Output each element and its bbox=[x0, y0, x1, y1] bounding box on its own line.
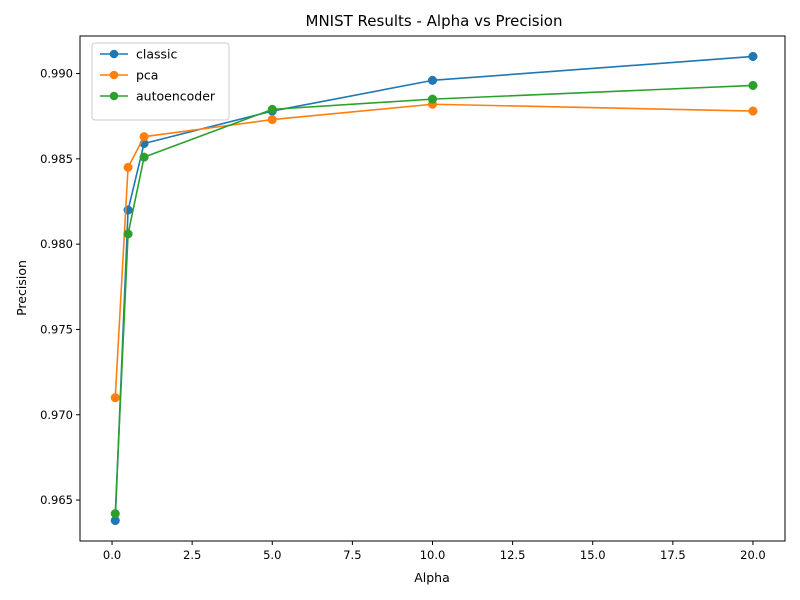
y-tick-label: 0.990 bbox=[40, 67, 73, 81]
chart-title: MNIST Results - Alpha vs Precision bbox=[306, 12, 563, 30]
data-point-autoencoder bbox=[123, 229, 133, 239]
x-tick-label: 7.5 bbox=[343, 548, 361, 562]
data-point-autoencoder bbox=[427, 94, 438, 104]
y-tick-label: 0.965 bbox=[40, 493, 73, 507]
series-line-autoencoder bbox=[114, 84, 753, 514]
y-axis: 0.965 0.970 0.975 0.980 0.985 0.990 bbox=[40, 67, 80, 507]
x-tick-label: 10.0 bbox=[420, 548, 446, 562]
x-axis-label: Alpha bbox=[414, 570, 450, 585]
series-line-classic bbox=[114, 55, 754, 521]
data-point-classic bbox=[427, 75, 438, 85]
y-tick-label: 0.975 bbox=[40, 322, 73, 336]
legend-marker-pca bbox=[109, 70, 119, 80]
x-tick-label: 15.0 bbox=[580, 548, 606, 562]
y-axis-label: Precision bbox=[14, 260, 29, 316]
x-tick-label: 0.0 bbox=[103, 548, 121, 562]
data-point-pca bbox=[110, 393, 120, 403]
data-point-pca bbox=[123, 162, 133, 172]
plot-frame bbox=[79, 35, 786, 542]
x-tick-label: 20.0 bbox=[740, 548, 766, 562]
legend: classic pca autoencoder bbox=[91, 42, 230, 121]
legend-marker-autoencoder bbox=[109, 91, 119, 101]
data-point-pca bbox=[267, 115, 277, 125]
x-tick-label: 5.0 bbox=[263, 548, 281, 562]
data-point-pca bbox=[748, 106, 758, 116]
data-point-autoencoder bbox=[748, 80, 758, 91]
data-point-autoencoder bbox=[110, 509, 120, 519]
y-tick-label: 0.970 bbox=[40, 408, 73, 422]
y-tick-label: 0.980 bbox=[40, 237, 73, 251]
x-tick-label: 12.5 bbox=[500, 548, 526, 562]
x-tick-label: 17.5 bbox=[660, 548, 686, 562]
series-layer bbox=[110, 51, 758, 526]
y-tick-label: 0.985 bbox=[40, 152, 73, 166]
x-axis: 0.0 2.5 5.0 7.5 10.0 12.5 15.0 17.5 20.0 bbox=[103, 541, 766, 562]
legend-marker-classic bbox=[109, 49, 119, 59]
x-tick-label: 2.5 bbox=[183, 548, 201, 562]
legend-box bbox=[91, 42, 230, 121]
legend-label-classic: classic bbox=[136, 47, 178, 62]
legend-label-pca: pca bbox=[136, 68, 158, 83]
data-point-classic bbox=[748, 51, 758, 62]
series-line-pca bbox=[114, 103, 753, 398]
data-point-autoencoder bbox=[139, 152, 149, 162]
data-point-pca bbox=[139, 132, 149, 142]
legend-label-autoencoder: autoencoder bbox=[136, 89, 216, 104]
data-point-autoencoder bbox=[267, 104, 277, 114]
